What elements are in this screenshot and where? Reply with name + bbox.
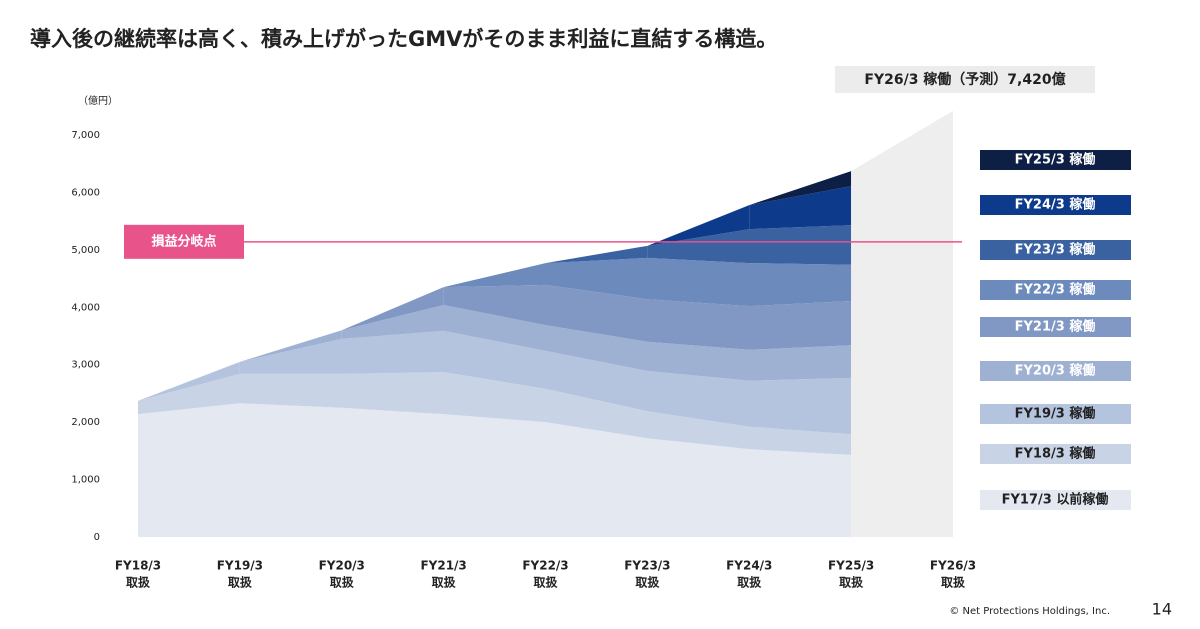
x-tick-label: FY26/3 bbox=[930, 559, 976, 573]
x-tick-label: FY22/3 bbox=[522, 559, 568, 573]
x-tick-sublabel: 取扱 bbox=[635, 575, 660, 590]
area-lead-in bbox=[138, 361, 240, 401]
y-tick-label: 2,000 bbox=[71, 417, 100, 428]
area bbox=[749, 186, 852, 230]
legend-swatch bbox=[980, 317, 1131, 337]
legend-label: FY19/3 稼働 bbox=[1015, 406, 1096, 422]
x-tick-sublabel: 取扱 bbox=[126, 575, 151, 590]
y-tick-label: 1,000 bbox=[71, 475, 100, 486]
x-tick-sublabel: 取扱 bbox=[941, 575, 966, 590]
area-lead-in bbox=[545, 245, 648, 264]
x-tick-label: FY20/3 bbox=[319, 559, 365, 573]
x-tick-label: FY19/3 bbox=[217, 559, 263, 573]
legend-swatch bbox=[980, 490, 1131, 510]
y-unit: （億円） bbox=[78, 94, 118, 107]
x-tick-sublabel: 取扱 bbox=[839, 575, 864, 590]
x-tick-sublabel: 取扱 bbox=[432, 575, 457, 590]
x-tick-label: FY21/3 bbox=[420, 559, 466, 573]
footer: © Net Protections Holdings, Inc. bbox=[949, 606, 1110, 617]
x-tick-sublabel: 取扱 bbox=[228, 575, 253, 590]
legend-swatch bbox=[980, 444, 1131, 464]
x-tick-sublabel: 取扱 bbox=[533, 575, 558, 590]
legend-label: FY18/3 稼働 bbox=[1015, 446, 1096, 462]
break-even-label: 損益分岐点 bbox=[151, 233, 216, 249]
legend-swatch bbox=[980, 240, 1131, 260]
y-tick-label: 6,000 bbox=[71, 187, 100, 198]
y-tick-label: 3,000 bbox=[71, 360, 100, 371]
area-lead-in bbox=[239, 330, 342, 362]
x-tick-label: FY25/3 bbox=[828, 559, 874, 573]
forecast-label-box bbox=[835, 66, 1095, 93]
y-tick-label: 7,000 bbox=[71, 130, 100, 141]
area bbox=[443, 284, 852, 350]
area bbox=[341, 304, 852, 381]
area bbox=[647, 225, 852, 265]
legend-label: FY21/3 稼働 bbox=[1015, 319, 1096, 335]
legend-label: FY22/3 稼働 bbox=[1015, 282, 1096, 298]
x-tick-sublabel: 取扱 bbox=[330, 575, 355, 590]
legend-label: FY20/3 稼働 bbox=[1015, 363, 1096, 379]
x-tick-label: FY18/3 bbox=[115, 559, 161, 573]
area bbox=[239, 330, 852, 435]
legend-swatch bbox=[980, 195, 1131, 215]
area bbox=[138, 372, 852, 455]
legend-label: FY23/3 稼働 bbox=[1015, 242, 1096, 258]
legend-label: FY24/3 稼働 bbox=[1015, 197, 1096, 213]
y-tick-label: 0 bbox=[94, 532, 100, 543]
y-tick-label: 4,000 bbox=[71, 302, 100, 313]
legend-label: FY17/3 以前稼働 bbox=[1002, 492, 1109, 508]
page-number: 14 bbox=[1152, 600, 1172, 619]
forecast-label: FY26/3 稼働（予測）7,420億 bbox=[864, 71, 1065, 88]
area-lead-in bbox=[647, 205, 750, 246]
legend-swatch bbox=[980, 280, 1131, 300]
x-tick-sublabel: 取扱 bbox=[737, 575, 762, 590]
legend-label: FY25/3 稼働 bbox=[1015, 152, 1096, 168]
area-lead-in bbox=[341, 287, 444, 331]
x-tick-label: FY23/3 bbox=[624, 559, 670, 573]
legend-swatch bbox=[980, 361, 1131, 381]
legend-swatch bbox=[980, 404, 1131, 424]
y-tick-label: 5,000 bbox=[71, 245, 100, 256]
break-even-label-box bbox=[124, 224, 244, 259]
forecast-area bbox=[851, 110, 953, 537]
area bbox=[545, 257, 852, 307]
legend-swatch bbox=[980, 150, 1131, 170]
area bbox=[138, 403, 852, 537]
area-lead-in bbox=[443, 263, 546, 288]
slide-title: 導入後の継続率は高く、積み上げがったGMVがそのまま利益に直結する構造。 bbox=[30, 27, 777, 51]
x-tick-label: FY24/3 bbox=[726, 559, 772, 573]
area-lead-in bbox=[749, 171, 852, 206]
